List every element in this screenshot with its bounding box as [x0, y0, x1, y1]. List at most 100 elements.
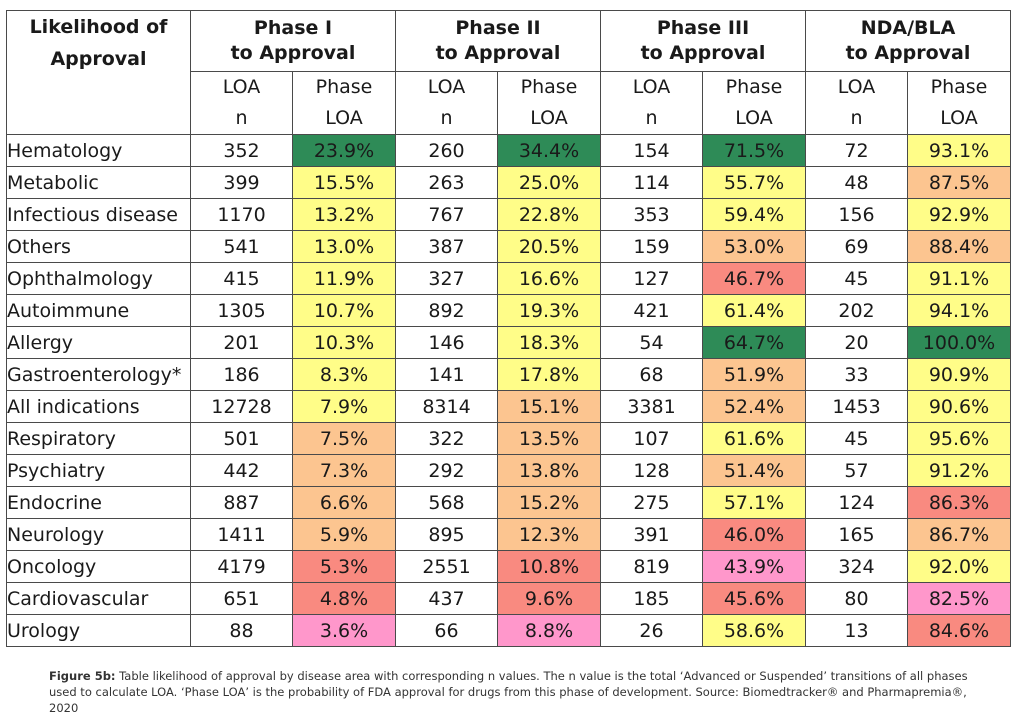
phase-header-line1: Phase I — [253, 17, 333, 39]
loa-n-cell: 124 — [805, 486, 908, 519]
loa-n-cell: 80 — [805, 582, 908, 615]
phase-loa-cell: 64.7% — [702, 326, 806, 359]
loa-n-cell: 421 — [600, 294, 703, 327]
phase-loa-cell: 94.1% — [907, 294, 1011, 327]
phase-loa-cell: 25.0% — [497, 166, 601, 199]
phase-loa-cell: 17.8% — [497, 358, 601, 391]
disease-area-cell: Hematology — [6, 134, 191, 167]
loa-n-cell: 327 — [395, 262, 498, 295]
table-row: Others 541 13.0% 387 20.5% 159 53.0% 69 88.4% — [6, 230, 1011, 263]
subheader-line2: LOA — [735, 107, 773, 129]
phase-loa-cell: 82.5% — [907, 582, 1011, 615]
loa-n-cell: 1411 — [190, 518, 293, 551]
phase-loa-cell: 88.4% — [907, 230, 1011, 263]
phase-loa-cell: 61.6% — [702, 422, 806, 455]
disease-area-cell: Oncology — [6, 550, 191, 583]
loa-n-cell: 57 — [805, 454, 908, 487]
caption-label: Figure 5b: — [49, 669, 116, 683]
loa-n-cell: 127 — [600, 262, 703, 295]
phase-loa-cell: 12.3% — [497, 518, 601, 551]
subheader-line1: LOA — [837, 76, 876, 98]
phase-loa-cell: 55.7% — [702, 166, 806, 199]
phase-loa-cell: 57.1% — [702, 486, 806, 519]
loa-n-cell: 33 — [805, 358, 908, 391]
subheader-line2: LOA — [325, 107, 363, 129]
loa-n-cell: 442 — [190, 454, 293, 487]
loa-n-cell: 128 — [600, 454, 703, 487]
figure-caption: Figure 5b: Table likelihood of approval … — [49, 668, 989, 716]
phase-loa-cell: 13.0% — [292, 230, 396, 263]
phase-loa-cell: 3.6% — [292, 614, 396, 647]
loa-n-cell: 391 — [600, 518, 703, 551]
subheader-line2: n — [850, 107, 863, 129]
disease-area-cell: Psychiatry — [6, 454, 191, 487]
disease-area-cell: Others — [6, 230, 191, 263]
loa-n-cell: 651 — [190, 582, 293, 615]
phase-loa-cell: 5.9% — [292, 518, 396, 551]
table-row: Autoimmune 1305 10.7% 892 19.3% 421 61.4% 202 94… — [6, 294, 1011, 327]
subheader-line2: n — [645, 107, 658, 129]
table-row: Allergy 201 10.3% 146 18.3% 54 64.7% 20 100.0% — [6, 326, 1011, 359]
likelihood-of-approval-table: Likelihood of Approval Phase I to Approv… — [6, 10, 1011, 647]
loa-n-cell: 263 — [395, 166, 498, 199]
phase-loa-cell: 84.6% — [907, 614, 1011, 647]
phase-header-line1: Phase II — [455, 17, 541, 39]
phase-loa-cell: 13.5% — [497, 422, 601, 455]
table-row: Oncology 4179 5.3% 2551 10.8% 819 43.9% 324 92.0… — [6, 550, 1011, 583]
phase-loa-cell: 100.0% — [907, 326, 1011, 359]
phase-loa-cell: 18.3% — [497, 326, 601, 359]
loa-n-cell: 541 — [190, 230, 293, 263]
loa-n-cell: 1170 — [190, 198, 293, 231]
phase-loa-cell: 15.1% — [497, 390, 601, 423]
phase-header-line1: NDA/BLA — [860, 17, 956, 39]
corner-header-line1: Likelihood of — [29, 16, 168, 38]
subheader-loa-n: LOA n — [395, 71, 498, 135]
subheader-line2: LOA — [530, 107, 568, 129]
phase-loa-cell: 87.5% — [907, 166, 1011, 199]
phase-loa-cell: 93.1% — [907, 134, 1011, 167]
corner-header: Likelihood of Approval — [6, 10, 191, 135]
phase-loa-cell: 45.6% — [702, 582, 806, 615]
phase-loa-cell: 46.7% — [702, 262, 806, 295]
loa-n-cell: 887 — [190, 486, 293, 519]
phase-loa-cell: 46.0% — [702, 518, 806, 551]
disease-area-cell: Autoimmune — [6, 294, 191, 327]
loa-n-cell: 141 — [395, 358, 498, 391]
phase-loa-cell: 59.4% — [702, 198, 806, 231]
disease-area-cell: Endocrine — [6, 486, 191, 519]
subheader-phase-loa: Phase LOA — [702, 71, 806, 135]
phase-loa-cell: 4.8% — [292, 582, 396, 615]
table-row: Neurology 1411 5.9% 895 12.3% 391 46.0% 165 86.7… — [6, 518, 1011, 551]
table-row: All indications 12728 7.9% 8314 15.1% 3381 52.… — [6, 390, 1011, 423]
loa-n-cell: 767 — [395, 198, 498, 231]
phase-header-line2: to Approval — [640, 42, 766, 64]
loa-n-cell: 568 — [395, 486, 498, 519]
subheader-phase-loa: Phase LOA — [292, 71, 396, 135]
disease-area-cell: Ophthalmology — [6, 262, 191, 295]
loa-n-cell: 45 — [805, 422, 908, 455]
phase-loa-cell: 20.5% — [497, 230, 601, 263]
phase-loa-cell: 8.3% — [292, 358, 396, 391]
phase-loa-cell: 52.4% — [702, 390, 806, 423]
subheader-line1: Phase — [930, 76, 988, 98]
subheader-loa-n: LOA n — [600, 71, 703, 135]
phase-loa-cell: 34.4% — [497, 134, 601, 167]
loa-n-cell: 202 — [805, 294, 908, 327]
table-body: Hematology 352 23.9% 260 34.4% 154 71.5% 72 93.1… — [6, 134, 1011, 647]
phase-loa-cell: 19.3% — [497, 294, 601, 327]
loa-n-cell: 501 — [190, 422, 293, 455]
loa-n-cell: 387 — [395, 230, 498, 263]
phase-loa-cell: 51.9% — [702, 358, 806, 391]
loa-n-cell: 895 — [395, 518, 498, 551]
loa-n-cell: 399 — [190, 166, 293, 199]
disease-area-cell: Gastroenterology* — [6, 358, 191, 391]
phase-header-4: NDA/BLA to Approval — [805, 10, 1011, 72]
loa-n-cell: 352 — [190, 134, 293, 167]
phase-loa-cell: 13.8% — [497, 454, 601, 487]
phase-loa-cell: 7.5% — [292, 422, 396, 455]
phase-loa-cell: 15.2% — [497, 486, 601, 519]
loa-n-cell: 114 — [600, 166, 703, 199]
subheader-line1: Phase — [520, 76, 578, 98]
loa-n-cell: 275 — [600, 486, 703, 519]
loa-n-cell: 159 — [600, 230, 703, 263]
